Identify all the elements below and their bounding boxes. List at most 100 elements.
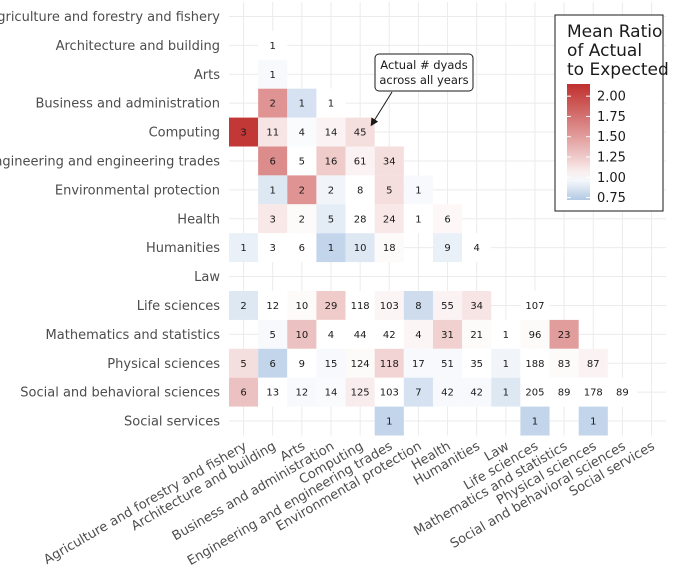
heatmap-cell: 28 bbox=[345, 204, 375, 234]
cell-count-label: 24 bbox=[383, 214, 396, 225]
cell-rect bbox=[316, 88, 346, 118]
heatmap-cell: 5 bbox=[316, 204, 346, 234]
cell-rect bbox=[229, 348, 259, 378]
cell-count-label: 6 bbox=[299, 243, 305, 254]
cell-rect bbox=[345, 204, 375, 234]
cell-rect bbox=[520, 377, 550, 407]
legend-tick-label: 1.75 bbox=[597, 110, 626, 125]
legend-tick-label: 1.25 bbox=[597, 151, 626, 166]
cell-rect bbox=[520, 291, 550, 320]
y-label-architecture-and-building: Architecture and building bbox=[56, 39, 220, 54]
annotation-line-1: Actual # dyads bbox=[380, 58, 467, 72]
cell-count-label: 31 bbox=[441, 330, 454, 341]
cell-rect bbox=[316, 319, 346, 349]
cell-count-label: 5 bbox=[328, 214, 334, 225]
cell-rect bbox=[316, 377, 346, 407]
heatmap-cell: 3 bbox=[258, 233, 288, 263]
cell-rect bbox=[258, 291, 288, 320]
annotation-arrow bbox=[370, 91, 393, 127]
y-label-social-services: Social services bbox=[124, 415, 220, 430]
cell-rect bbox=[520, 348, 550, 378]
heatmap-cell: 24 bbox=[374, 204, 404, 234]
cell-rect bbox=[520, 319, 550, 349]
cell-rect bbox=[491, 377, 521, 407]
cell-rect bbox=[345, 291, 375, 320]
cell-count-label: 1 bbox=[270, 185, 276, 196]
cell-rect bbox=[462, 348, 492, 378]
cell-rect bbox=[287, 204, 317, 234]
heatmap-cell: 103 bbox=[374, 377, 404, 407]
heatmap-cell: 87 bbox=[578, 348, 608, 378]
cell-rect bbox=[520, 406, 550, 436]
heatmap-cells: 112 1 13 11 4 14 456 5 16 61 341 2 2 8 5 13 2 5 28 24 1 61 3 6 1… bbox=[229, 30, 637, 436]
cell-count-label: 34 bbox=[383, 156, 396, 167]
cell-rect bbox=[258, 319, 288, 349]
cell-count-label: 17 bbox=[412, 359, 425, 370]
cell-count-label: 9 bbox=[444, 243, 450, 254]
cell-rect bbox=[374, 175, 404, 205]
cell-rect bbox=[374, 319, 404, 349]
cell-count-label: 1 bbox=[532, 417, 538, 428]
heatmap-cell: 5 bbox=[287, 146, 317, 176]
cell-rect bbox=[229, 377, 259, 407]
heatmap-cell: 1 bbox=[258, 59, 288, 89]
heatmap-cell: 2 bbox=[316, 175, 346, 205]
heatmap-cell: 125 bbox=[345, 377, 375, 407]
cell-count-label: 12 bbox=[295, 388, 308, 399]
cell-count-label: 8 bbox=[357, 185, 363, 196]
cell-count-label: 12 bbox=[266, 301, 279, 312]
cell-count-label: 188 bbox=[525, 359, 544, 370]
cell-count-label: 87 bbox=[587, 359, 600, 370]
cell-rect bbox=[229, 233, 259, 263]
cell-rect bbox=[403, 204, 433, 234]
legend: Mean Ratio of Actual to Expected 2.00 1.7… bbox=[554, 14, 669, 212]
cell-count-label: 118 bbox=[351, 301, 370, 312]
cell-rect bbox=[462, 319, 492, 349]
heatmap-cell: 15 bbox=[316, 348, 346, 378]
cell-rect bbox=[287, 291, 317, 320]
cell-count-label: 1 bbox=[270, 41, 276, 52]
cell-rect bbox=[549, 377, 579, 407]
legend-tick-label: 2.00 bbox=[597, 90, 626, 105]
cell-count-label: 16 bbox=[325, 156, 338, 167]
cell-count-label: 1 bbox=[415, 185, 421, 196]
cell-count-label: 21 bbox=[470, 330, 483, 341]
heatmap-cell: 5 bbox=[229, 348, 259, 378]
cell-count-label: 44 bbox=[354, 330, 367, 341]
cell-count-label: 125 bbox=[351, 388, 370, 399]
cell-rect bbox=[345, 117, 375, 147]
heatmap-cell: 89 bbox=[549, 377, 579, 407]
heatmap-cell: 10 bbox=[287, 291, 317, 320]
heatmap-cell: 45 bbox=[345, 117, 375, 147]
heatmap-cell: 2 bbox=[229, 291, 259, 320]
heatmap-cell: 6 bbox=[287, 233, 317, 263]
heatmap-cell: 34 bbox=[462, 291, 492, 320]
heatmap-cell: 4 bbox=[316, 319, 346, 349]
cell-count-label: 42 bbox=[441, 388, 454, 399]
heatmap-cell: 34 bbox=[374, 146, 404, 176]
heatmap-cell: 18 bbox=[374, 233, 404, 263]
heatmap-cell: 2 bbox=[287, 204, 317, 234]
heatmap-cell: 1 bbox=[520, 406, 550, 436]
heatmap-cell: 118 bbox=[374, 348, 404, 378]
cell-rect bbox=[316, 117, 346, 147]
cell-rect bbox=[374, 348, 404, 378]
cell-count-label: 7 bbox=[415, 388, 421, 399]
cell-count-label: 11 bbox=[266, 128, 279, 139]
cell-count-label: 14 bbox=[325, 388, 338, 399]
heatmap-cell: 8 bbox=[403, 291, 433, 320]
cell-count-label: 83 bbox=[558, 359, 571, 370]
legend-ticks: 2.00 1.75 1.50 1.25 1.00 0.75 bbox=[567, 90, 626, 206]
cell-rect bbox=[258, 146, 288, 176]
heatmap-cell: 188 bbox=[520, 348, 550, 378]
heatmap-cell: 1 bbox=[316, 88, 346, 118]
y-label-humanities: Humanities bbox=[146, 241, 220, 256]
cell-count-label: 6 bbox=[444, 214, 450, 225]
cell-rect bbox=[432, 233, 463, 263]
cell-count-label: 1 bbox=[503, 330, 509, 341]
heatmap-cell: 6 bbox=[258, 348, 288, 378]
cell-rect bbox=[578, 377, 608, 407]
cell-rect bbox=[316, 348, 346, 378]
cell-count-label: 29 bbox=[325, 301, 338, 312]
heatmap-cell: 103 bbox=[374, 291, 404, 320]
